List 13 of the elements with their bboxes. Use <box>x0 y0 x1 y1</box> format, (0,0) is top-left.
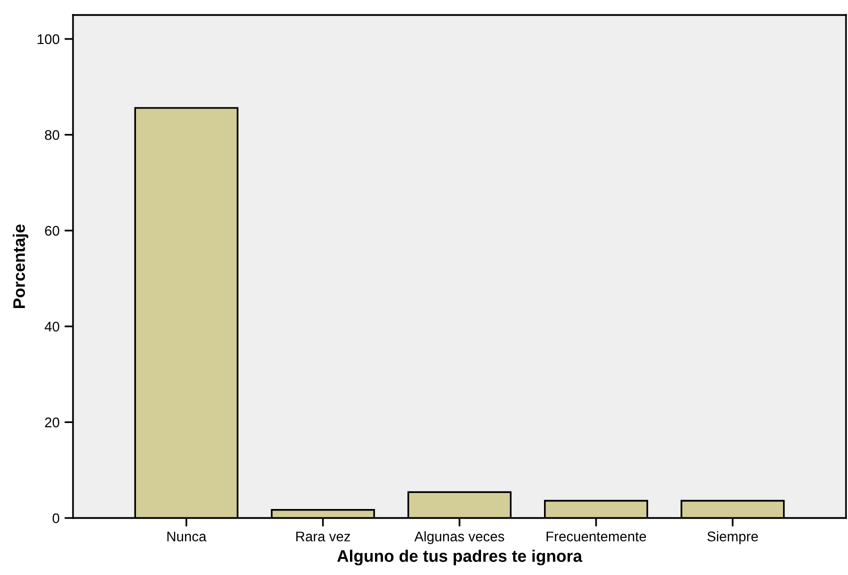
x-axis-title: Alguno de tus padres te ignora <box>337 550 582 566</box>
y-tick-label: 40 <box>44 322 60 332</box>
y-tick-label: 0 <box>52 513 60 524</box>
y-axis-title: Porcentaje <box>12 224 28 308</box>
y-tick-label: 80 <box>44 130 60 140</box>
x-tick-label: Siempre <box>707 531 758 544</box>
y-tick-label: 60 <box>45 226 60 236</box>
y-tick-label: 100 <box>38 34 60 44</box>
x-tick-label: Algunas veces <box>414 531 504 544</box>
x-tick-label: Nunca <box>167 532 206 542</box>
x-tick-label: Frecuentemente <box>546 532 646 542</box>
x-tick-label: Rara vez <box>296 532 350 542</box>
y-tick-label: 20 <box>45 418 60 428</box>
